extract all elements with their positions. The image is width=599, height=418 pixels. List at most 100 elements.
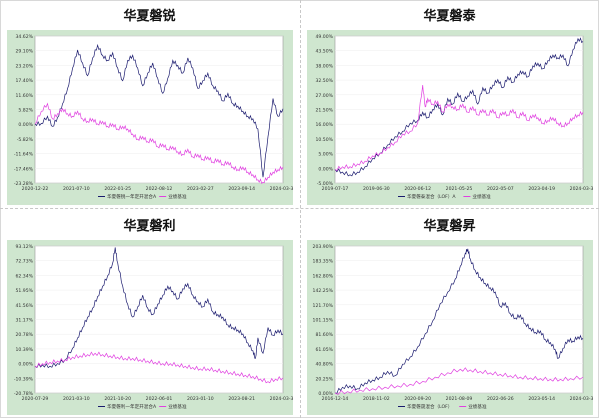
legend-label: 华夏磐泰混合（LOF）A bbox=[407, 193, 456, 200]
y-tick-label: 17.40% bbox=[15, 78, 33, 84]
x-tick-label: 2024-03-31 bbox=[570, 396, 593, 402]
x-tick-label: 2021-05-25 bbox=[446, 186, 473, 192]
chart-panel-2: 华夏磐泰 49.00% 43.50% 38.00% 32.50% 27.00% 21.50… bbox=[300, 0, 599, 208]
chart-frame: 34.62% 29.10% 23.20% 17.40% 11.60% 5.82% 0.00%… bbox=[7, 30, 293, 205]
x-tick-label: 2024-03-31 bbox=[270, 396, 293, 402]
x-tick-label: 2022-05-07 bbox=[487, 186, 514, 192]
x-tick-label: 2023-08-21 bbox=[228, 396, 255, 402]
x-tick-label: 2020-06-12 bbox=[404, 186, 431, 192]
y-tick-label: -10.39% bbox=[14, 376, 34, 382]
x-tick-label: 2022-06-26 bbox=[487, 396, 514, 402]
x-tick-label: 2023-02-27 bbox=[187, 186, 214, 192]
series-line-benchmark bbox=[34, 351, 284, 384]
series-line-fund bbox=[34, 247, 284, 369]
x-tick-label: 2019-06-30 bbox=[363, 186, 390, 192]
y-tick-label: 121.70% bbox=[313, 303, 334, 309]
y-tick-label: -5.00% bbox=[317, 181, 334, 187]
y-tick-label: 10.39% bbox=[15, 347, 33, 353]
chart-title: 华夏磐利 bbox=[123, 219, 176, 234]
chart-panel-3: 华夏磐利 93.12% 72.73% 62.34% 51.95% 41.56% 31.17… bbox=[0, 210, 299, 418]
y-tick-label: 5.82% bbox=[18, 108, 33, 114]
x-tick-label: 2022-06-01 bbox=[146, 396, 173, 402]
chart-panel-4: 华夏磐昇 203.90% 183.35% 162.80% 142.25% 121.70%… bbox=[300, 210, 599, 418]
y-tick-label: 162.80% bbox=[313, 273, 334, 279]
series-line-benchmark bbox=[334, 367, 584, 395]
y-tick-label: 0.00% bbox=[318, 166, 333, 172]
y-tick-label: 49.00% bbox=[315, 34, 333, 40]
y-tick-label: 20.25% bbox=[315, 376, 333, 382]
y-tick-label: 11.60% bbox=[15, 93, 33, 99]
legend-label: 华夏磐晟混合（LOF） bbox=[407, 403, 452, 410]
chart-svg: 203.90% 183.35% 162.80% 142.25% 121.70% 101.1… bbox=[313, 244, 593, 410]
chart-title: 华夏磐泰 bbox=[423, 9, 476, 24]
y-tick-label: 93.12% bbox=[15, 244, 33, 250]
x-tick-label: 2020-07-29 bbox=[22, 396, 49, 402]
y-tick-label: 32.50% bbox=[315, 78, 333, 84]
y-tick-label: 0.00% bbox=[18, 362, 33, 368]
chart-frame: 203.90% 183.35% 162.80% 142.25% 121.70% 101.1… bbox=[307, 240, 593, 415]
x-tick-label: 2023-04-19 bbox=[528, 186, 555, 192]
y-tick-label: -17.46% bbox=[14, 166, 34, 172]
y-tick-label: 20.78% bbox=[15, 332, 33, 338]
panel-divider-vertical bbox=[300, 0, 302, 418]
x-tick-label: 2021-08-09 bbox=[446, 396, 473, 402]
y-tick-label: 0.00% bbox=[18, 122, 33, 128]
legend-label: 业绩基准 bbox=[468, 403, 487, 410]
y-tick-label: 62.34% bbox=[15, 273, 33, 279]
x-tick-label: 2021-03-10 bbox=[63, 396, 90, 402]
x-tick-label: 2024-03-31 bbox=[270, 186, 293, 192]
x-tick-label: 2020-09-20 bbox=[404, 396, 431, 402]
x-tick-label: 2020-12-22 bbox=[22, 186, 49, 192]
y-tick-label: 61.05% bbox=[315, 347, 333, 353]
y-tick-label: 21.50% bbox=[315, 108, 333, 114]
x-tick-label: 2022-01-25 bbox=[104, 186, 131, 192]
x-tick-label: 2023-09-14 bbox=[228, 186, 255, 192]
chart-svg: 49.00% 43.50% 38.00% 32.50% 27.00% 21.50% 16.0… bbox=[315, 34, 593, 200]
y-tick-label: 27.00% bbox=[315, 93, 333, 99]
x-tick-label: 2016-12-14 bbox=[322, 396, 349, 402]
x-tick-label: 2023-01-10 bbox=[187, 396, 214, 402]
y-tick-label: 29.10% bbox=[15, 49, 33, 55]
chart-frame: 93.12% 72.73% 62.34% 51.95% 41.56% 31.17% 20.7… bbox=[7, 240, 293, 415]
y-tick-label: 41.56% bbox=[15, 303, 33, 309]
chart-svg: 93.12% 72.73% 62.34% 51.95% 41.56% 31.17% 20.7… bbox=[14, 244, 293, 410]
y-tick-label: -23.28% bbox=[14, 181, 34, 187]
x-tick-label: 2021-10-20 bbox=[104, 396, 131, 402]
y-tick-label: 183.35% bbox=[313, 259, 334, 265]
x-tick-label: 2018-11-02 bbox=[363, 396, 390, 402]
y-tick-label: 10.50% bbox=[315, 137, 333, 143]
y-tick-label: 81.60% bbox=[315, 332, 333, 338]
legend-label: 业绩基准 bbox=[472, 193, 491, 200]
series-line-benchmark bbox=[334, 84, 584, 171]
series-line-benchmark bbox=[34, 102, 284, 185]
y-tick-label: 0.00% bbox=[318, 391, 333, 397]
series-line-fund bbox=[34, 43, 284, 178]
chart-frame: 49.00% 43.50% 38.00% 32.50% 27.00% 21.50% 16.0… bbox=[307, 30, 593, 205]
legend-label: 业绩基准 bbox=[168, 193, 187, 200]
y-tick-label: 203.90% bbox=[313, 244, 334, 250]
x-tick-label: 2022-08-12 bbox=[146, 186, 173, 192]
y-tick-label: 31.17% bbox=[15, 318, 33, 324]
legend-label: 华夏磐锐一年定开混合A bbox=[107, 193, 157, 200]
series-line-fund bbox=[334, 37, 584, 177]
y-tick-label: -11.64% bbox=[14, 152, 34, 158]
y-tick-label: 142.25% bbox=[313, 288, 334, 294]
y-tick-label: 51.95% bbox=[15, 288, 33, 294]
y-tick-label: 101.15% bbox=[313, 318, 334, 324]
y-tick-label: 43.50% bbox=[315, 49, 333, 55]
x-tick-label: 2023-05-14 bbox=[528, 396, 555, 402]
legend-label: 业绩基准 bbox=[168, 403, 187, 410]
series-line-fund bbox=[334, 248, 584, 394]
chart-panel-1: 华夏磐锐 34.62% 29.10% 23.20% 17.40% 11.60% 5.82%… bbox=[0, 0, 299, 208]
chart-svg: 34.62% 29.10% 23.20% 17.40% 11.60% 5.82% 0.00%… bbox=[14, 34, 293, 200]
y-tick-label: 23.20% bbox=[15, 63, 33, 69]
y-tick-label: 5.00% bbox=[318, 152, 333, 158]
y-tick-label: -20.78% bbox=[14, 391, 34, 397]
chart-title: 华夏磐锐 bbox=[123, 9, 176, 24]
legend-label: 华夏磐利一年定开混合A bbox=[107, 403, 157, 410]
x-tick-label: 2021-07-10 bbox=[63, 186, 90, 192]
y-tick-label: 38.00% bbox=[315, 63, 333, 69]
y-tick-label: 72.73% bbox=[15, 259, 33, 265]
x-tick-label: 2019-07-17 bbox=[322, 186, 349, 192]
chart-title: 华夏磐昇 bbox=[423, 219, 476, 234]
